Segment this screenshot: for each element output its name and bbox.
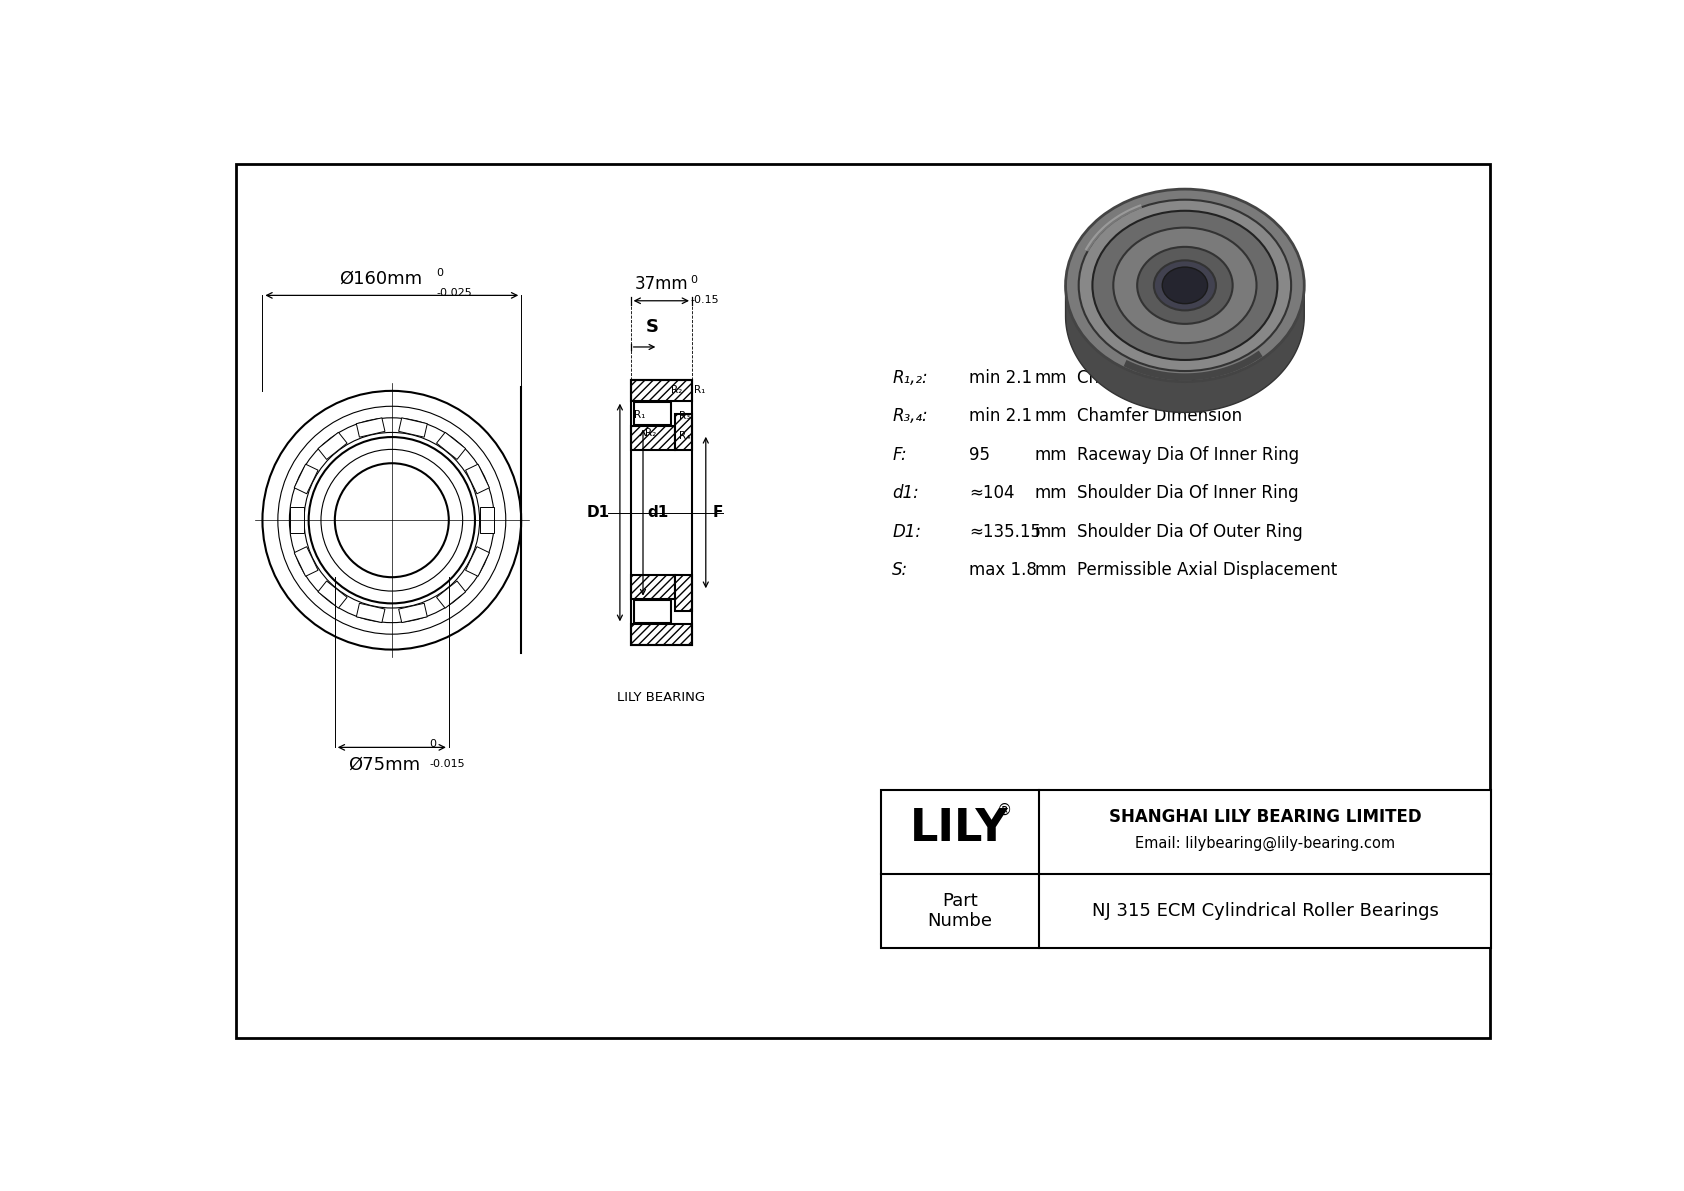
Bar xyxy=(632,426,675,450)
Text: mm: mm xyxy=(1034,485,1068,503)
Text: R₃: R₃ xyxy=(679,411,690,422)
Bar xyxy=(632,574,675,599)
Polygon shape xyxy=(290,507,303,534)
Text: R₂: R₂ xyxy=(672,386,682,395)
Bar xyxy=(633,403,672,425)
Text: Part
Numbe: Part Numbe xyxy=(928,892,992,930)
Polygon shape xyxy=(1143,251,1226,316)
Polygon shape xyxy=(1066,286,1305,412)
Bar xyxy=(632,380,692,646)
Text: F:: F: xyxy=(893,445,908,463)
Polygon shape xyxy=(295,464,318,494)
Bar xyxy=(675,414,692,450)
Text: Email: lilybearing@lily-bearing.com: Email: lilybearing@lily-bearing.com xyxy=(1135,836,1394,852)
Text: F: F xyxy=(712,505,722,520)
Bar xyxy=(632,426,675,450)
Text: 0: 0 xyxy=(436,268,443,279)
Ellipse shape xyxy=(1066,189,1305,381)
Text: mm: mm xyxy=(1034,561,1068,579)
Ellipse shape xyxy=(1162,267,1207,304)
Bar xyxy=(675,414,692,450)
Text: 37mm: 37mm xyxy=(635,275,689,293)
Ellipse shape xyxy=(1093,211,1278,360)
Text: R₃,₄:: R₃,₄: xyxy=(893,407,928,425)
Text: Ø75mm: Ø75mm xyxy=(349,756,421,774)
Polygon shape xyxy=(465,547,490,576)
Text: -0.015: -0.015 xyxy=(429,759,465,769)
Text: d1:: d1: xyxy=(893,485,919,503)
Bar xyxy=(632,380,692,401)
Text: R₁: R₁ xyxy=(633,410,645,420)
Text: SHANGHAI LILY BEARING LIMITED: SHANGHAI LILY BEARING LIMITED xyxy=(1108,807,1421,825)
Text: max 1.8: max 1.8 xyxy=(970,561,1037,579)
Polygon shape xyxy=(465,464,490,494)
Text: -0.025: -0.025 xyxy=(436,288,472,299)
Text: D1:: D1: xyxy=(893,523,921,541)
Polygon shape xyxy=(357,604,386,623)
Bar xyxy=(675,574,692,611)
Polygon shape xyxy=(295,547,318,576)
Text: S:: S: xyxy=(893,561,908,579)
Text: R₁,₂:: R₁,₂: xyxy=(893,369,928,387)
Ellipse shape xyxy=(1137,247,1233,324)
Polygon shape xyxy=(480,507,493,534)
Text: NJ 315 ECM Cylindrical Roller Bearings: NJ 315 ECM Cylindrical Roller Bearings xyxy=(1091,902,1438,919)
Polygon shape xyxy=(318,581,347,609)
Text: -0.15: -0.15 xyxy=(690,294,719,305)
Text: mm: mm xyxy=(1034,407,1068,425)
Text: S: S xyxy=(645,318,658,336)
Bar xyxy=(632,624,692,646)
Text: R₁: R₁ xyxy=(694,385,706,394)
Text: ≈135.15: ≈135.15 xyxy=(970,523,1041,541)
Polygon shape xyxy=(436,432,466,460)
Text: d1: d1 xyxy=(648,505,669,520)
Bar xyxy=(632,624,692,646)
Text: 0: 0 xyxy=(690,275,697,286)
Text: Shoulder Dia Of Outer Ring: Shoulder Dia Of Outer Ring xyxy=(1078,523,1303,541)
Text: Chamfer Dimension: Chamfer Dimension xyxy=(1078,369,1243,387)
Text: D1: D1 xyxy=(586,505,610,520)
Bar xyxy=(632,574,675,599)
Text: R₄: R₄ xyxy=(679,431,690,441)
Bar xyxy=(633,600,672,623)
Polygon shape xyxy=(399,418,428,437)
Text: LILY BEARING: LILY BEARING xyxy=(618,691,706,704)
Text: LILY: LILY xyxy=(911,807,1009,850)
Bar xyxy=(675,574,692,611)
Text: Shoulder Dia Of Inner Ring: Shoulder Dia Of Inner Ring xyxy=(1078,485,1298,503)
Ellipse shape xyxy=(1113,227,1256,343)
Text: mm: mm xyxy=(1034,445,1068,463)
Polygon shape xyxy=(436,581,466,609)
Polygon shape xyxy=(357,418,386,437)
Bar xyxy=(632,380,692,401)
Ellipse shape xyxy=(1154,261,1216,311)
Text: mm: mm xyxy=(1034,369,1068,387)
Text: 0: 0 xyxy=(429,738,436,749)
Text: 95: 95 xyxy=(970,445,990,463)
Text: Ø160mm: Ø160mm xyxy=(338,269,421,288)
Bar xyxy=(881,790,1492,948)
Text: Raceway Dia Of Inner Ring: Raceway Dia Of Inner Ring xyxy=(1078,445,1300,463)
Text: ≈104: ≈104 xyxy=(970,485,1015,503)
Text: Chamfer Dimension: Chamfer Dimension xyxy=(1078,407,1243,425)
Ellipse shape xyxy=(1079,200,1292,372)
Text: R₂: R₂ xyxy=(645,428,655,438)
Text: Permissible Axial Displacement: Permissible Axial Displacement xyxy=(1078,561,1337,579)
Polygon shape xyxy=(318,432,347,460)
Text: mm: mm xyxy=(1034,523,1068,541)
Text: ®: ® xyxy=(997,803,1012,818)
Text: min 2.1: min 2.1 xyxy=(970,369,1032,387)
Text: min 2.1: min 2.1 xyxy=(970,407,1032,425)
Polygon shape xyxy=(399,604,428,623)
